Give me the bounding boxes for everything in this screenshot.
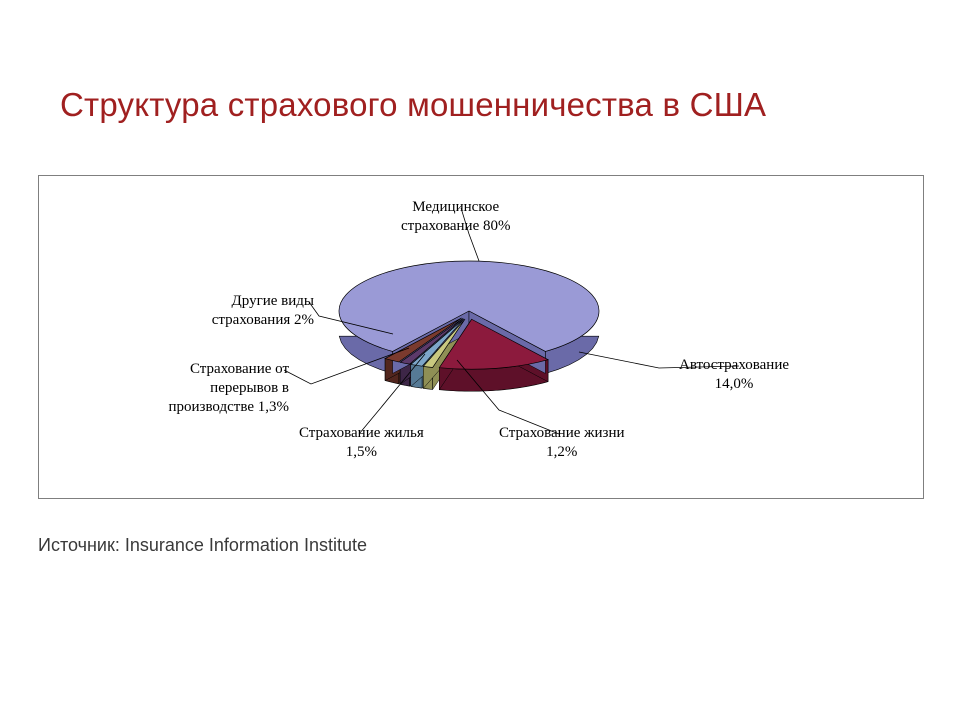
chart-frame: Медицинское страхование 80% Другие виды с… xyxy=(38,175,924,499)
label-other: Другие виды страхования 2% xyxy=(164,292,314,330)
label-housing: Страхование жилья 1,5% xyxy=(299,424,424,462)
slide: Структура страхового мошенничества в США… xyxy=(0,0,960,720)
label-business-interruption: Страхование от перерывов в производстве … xyxy=(139,360,289,416)
page-title: Структура страхового мошенничества в США xyxy=(60,86,900,124)
source-text: Источник: Insurance Information Institut… xyxy=(38,535,367,556)
label-medical: Медицинское страхование 80% xyxy=(401,198,510,236)
label-auto: Автострахование 14,0% xyxy=(679,356,789,394)
label-life: Страхование жизни 1,2% xyxy=(499,424,625,462)
